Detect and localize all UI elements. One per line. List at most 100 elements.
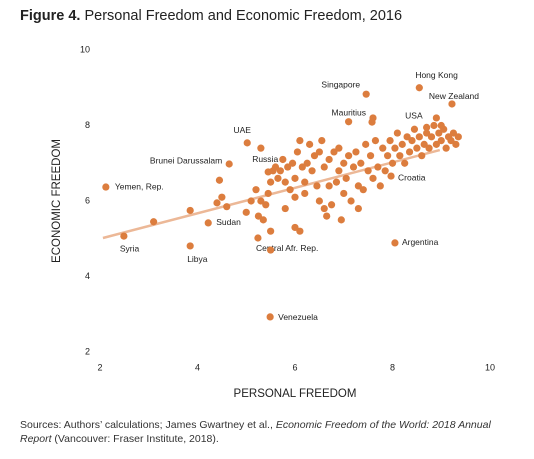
- point-label: Hong Kong: [415, 70, 458, 80]
- point: [313, 182, 321, 190]
- point-label: Sudan: [216, 217, 241, 227]
- point: [384, 152, 392, 160]
- source-note: Sources: Authors’ calculations; James Gw…: [20, 418, 520, 446]
- title: Figure 4. Personal Freedom and Economic …: [20, 8, 402, 24]
- x-tick-label: 4: [195, 362, 200, 372]
- y-tick-label: 4: [85, 271, 90, 281]
- point: [423, 129, 431, 137]
- point: [391, 144, 399, 152]
- point: [454, 133, 462, 141]
- point-label: USA: [405, 111, 423, 121]
- point: [320, 163, 328, 171]
- point: [291, 174, 299, 182]
- point: [376, 182, 384, 190]
- point: [408, 137, 416, 145]
- point: [301, 178, 309, 186]
- point: [150, 218, 158, 226]
- point: [447, 137, 455, 145]
- point: [327, 201, 336, 209]
- point: [374, 163, 382, 171]
- point: [243, 139, 251, 147]
- point: [215, 176, 224, 184]
- point: [354, 182, 362, 190]
- point: [452, 140, 460, 148]
- point-label: Syria: [120, 243, 140, 253]
- point: [432, 114, 440, 122]
- point: [303, 159, 311, 167]
- point: [340, 189, 348, 198]
- point: [386, 137, 394, 145]
- point: [425, 144, 433, 152]
- point: [271, 163, 280, 171]
- point: [347, 197, 355, 205]
- point: [320, 204, 328, 213]
- point: [296, 227, 304, 235]
- source-text: Sources: Authors’ calculations; James Gw…: [20, 419, 276, 431]
- point: [186, 242, 194, 250]
- point: [213, 199, 221, 207]
- point-label: Russia: [252, 154, 278, 164]
- point: [325, 155, 333, 164]
- point: [279, 155, 287, 164]
- point: [387, 172, 395, 180]
- point: [369, 174, 377, 182]
- y-tick-label: 10: [80, 44, 90, 54]
- point: [442, 144, 450, 152]
- y-tick-label: 8: [85, 120, 90, 130]
- x-tick-label: 2: [97, 362, 102, 372]
- point-label: Yemen, Rep.: [115, 181, 164, 191]
- point: [381, 167, 389, 175]
- figure-label: Figure 4.: [20, 8, 81, 24]
- point: [335, 167, 343, 175]
- point: [354, 204, 362, 213]
- point: [306, 140, 314, 148]
- point: [398, 140, 406, 148]
- point: [393, 129, 401, 137]
- point-label: Central Afr. Rep.: [256, 243, 318, 253]
- point: [296, 137, 304, 145]
- point: [349, 163, 358, 171]
- point: [369, 114, 377, 122]
- point: [252, 186, 260, 194]
- point: [379, 144, 387, 152]
- point: [352, 148, 360, 156]
- point: [310, 152, 319, 160]
- point: [413, 144, 421, 152]
- x-axis-title: PERSONAL FREEDOM: [234, 388, 357, 400]
- point: [262, 201, 270, 209]
- point: [223, 203, 231, 211]
- y-tick-label: 6: [85, 195, 90, 205]
- point: [301, 189, 309, 198]
- point: [430, 121, 438, 130]
- point: [186, 206, 194, 215]
- point: [288, 159, 297, 167]
- point: [315, 148, 323, 156]
- point: [315, 197, 323, 205]
- point: [257, 197, 265, 205]
- chart-title: Personal Freedom and Economic Freedom, 2…: [84, 8, 403, 24]
- point: [266, 313, 274, 321]
- point: [291, 223, 299, 232]
- point: [335, 144, 343, 152]
- point: [362, 90, 370, 98]
- point: [437, 121, 445, 130]
- point: [448, 100, 456, 108]
- point-label: Brunei Darussalam: [150, 155, 222, 165]
- point: [364, 167, 372, 175]
- point: [405, 148, 414, 156]
- y-tick-label: 2: [85, 346, 90, 356]
- point: [259, 216, 267, 224]
- x-tick-label: 6: [292, 362, 297, 372]
- point: [254, 212, 263, 220]
- point: [401, 159, 409, 167]
- point: [391, 239, 399, 247]
- point: [357, 159, 365, 167]
- point: [323, 212, 331, 220]
- point: [267, 178, 275, 186]
- point: [342, 174, 350, 182]
- point: [291, 193, 299, 201]
- point: [204, 219, 212, 227]
- point-label: Mauritius: [332, 107, 366, 117]
- point: [247, 197, 255, 205]
- point: [242, 208, 250, 216]
